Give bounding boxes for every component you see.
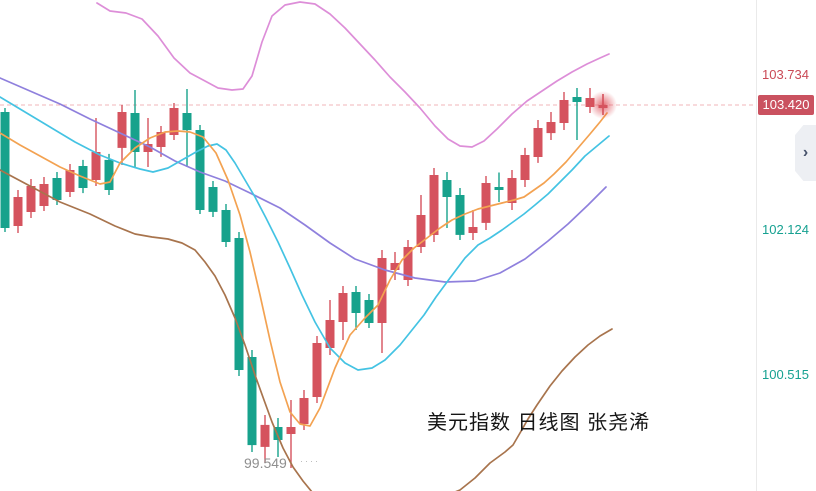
- ma-fast-line: [0, 112, 608, 427]
- axis-label-middle: 102.124: [762, 222, 809, 237]
- bollinger-upper-line: [96, 1, 610, 148]
- low-price-label: 99.549: [244, 455, 287, 471]
- ma-slow-line: [0, 77, 607, 283]
- current-price-tag: 103.420: [758, 95, 814, 115]
- watermark-text: 美元指数 日线图 张尧浠: [427, 412, 651, 434]
- price-axis: 103.734 102.124 100.515 103.420: [756, 0, 816, 491]
- low-label-dots: ····: [300, 456, 320, 466]
- price-chart[interactable]: [0, 0, 756, 491]
- bollinger-lower-line: [0, 169, 613, 491]
- current-price-value: 103.420: [762, 97, 810, 112]
- ma-mid-line: [0, 96, 610, 371]
- axis-label-upper: 103.734: [762, 67, 809, 82]
- chevron-right-icon: ›: [802, 144, 809, 161]
- current-candle: [598, 94, 608, 115]
- panel-collapse-tab[interactable]: ›: [795, 125, 816, 181]
- axis-label-lower: 100.515: [762, 367, 809, 382]
